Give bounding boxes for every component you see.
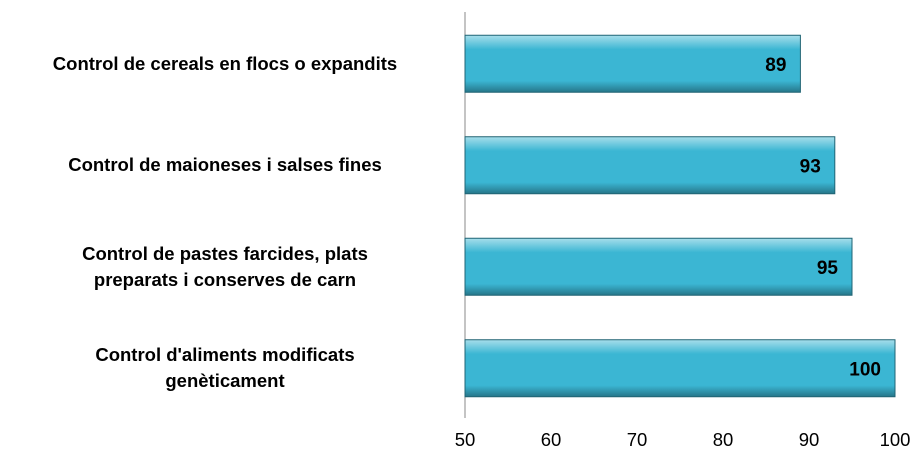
x-tick-label: 70 <box>627 429 648 450</box>
bar <box>464 237 853 296</box>
category-label: Control de maioneses i salses fines <box>68 154 382 176</box>
bar <box>464 34 801 93</box>
bar <box>464 339 896 398</box>
data-label: 95 <box>817 258 839 279</box>
data-label: 100 <box>849 359 881 380</box>
x-tick-label: 80 <box>713 429 734 450</box>
category-label: Control d'aliments modificats genèticame… <box>95 344 355 392</box>
x-tick-label: 100 <box>880 429 911 450</box>
x-tick-label: 60 <box>541 429 562 450</box>
category-label: Control de cereals en flocs o expandits <box>52 52 398 74</box>
data-label: 89 <box>765 55 786 76</box>
bar <box>464 136 836 195</box>
x-tick-label: 90 <box>799 429 820 450</box>
category-label: Control de pastes farcides, plats prepar… <box>82 242 368 290</box>
data-label: 93 <box>800 156 821 177</box>
x-tick-label: 50 <box>455 429 476 450</box>
